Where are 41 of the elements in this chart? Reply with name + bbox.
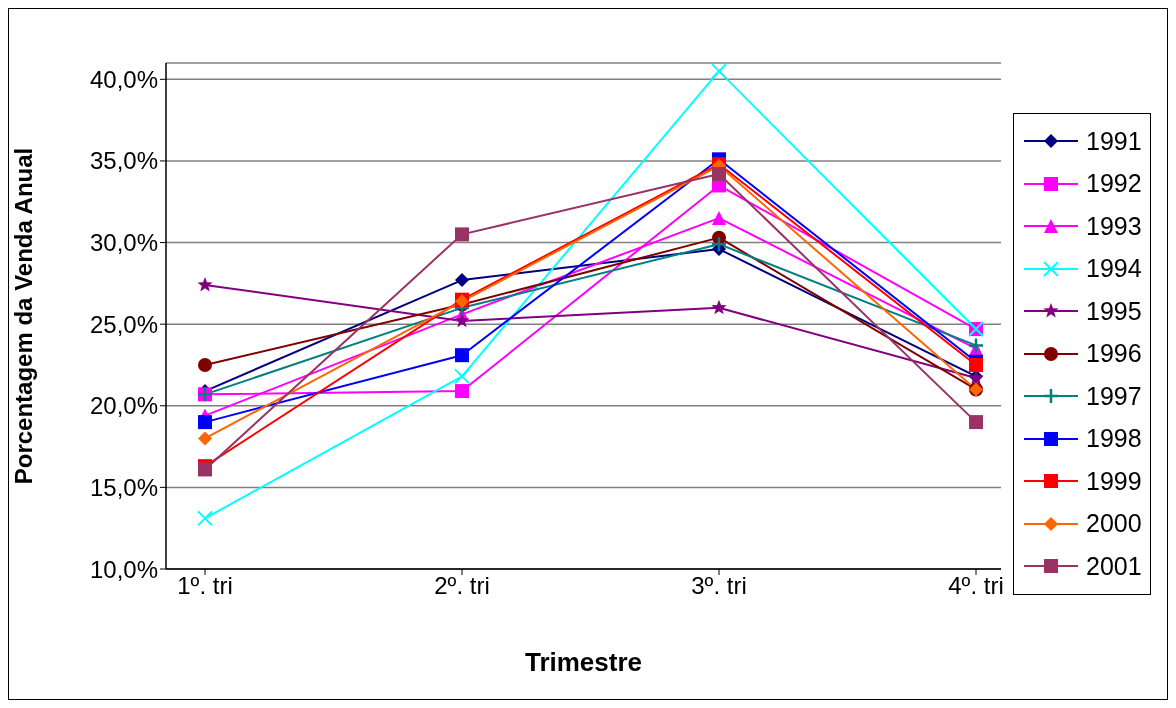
point <box>712 166 726 181</box>
x-tick-label: 2º. tri <box>434 572 490 600</box>
point <box>198 431 212 446</box>
point <box>455 384 469 399</box>
legend-label: 1991 <box>1086 126 1142 156</box>
point <box>969 415 983 430</box>
y-tick-label: 35,0% <box>89 147 158 175</box>
legend-label: 1994 <box>1086 254 1142 284</box>
legend-label: 2001 <box>1086 551 1142 581</box>
legend-label: 1997 <box>1086 381 1142 411</box>
point <box>198 415 212 430</box>
x-axis-title: Trimestre <box>524 647 643 677</box>
point <box>454 368 470 385</box>
y-tick-label: 40,0% <box>89 65 158 93</box>
point <box>455 348 469 363</box>
point <box>197 510 213 527</box>
x-tick-label: 1º. tri <box>177 572 233 600</box>
point <box>967 337 985 354</box>
point <box>711 299 727 315</box>
legend-label: 1995 <box>1086 296 1142 326</box>
y-tick-label: 10,0% <box>89 555 158 583</box>
point <box>711 63 727 80</box>
point <box>455 273 469 288</box>
legend-label: 2000 <box>1086 509 1142 539</box>
point <box>455 227 469 242</box>
x-tick-label: 3º. tri <box>691 572 747 600</box>
point <box>197 276 213 292</box>
y-tick-label: 15,0% <box>89 473 158 501</box>
y-tick-label: 25,0% <box>89 310 158 338</box>
y-tick-label: 20,0% <box>89 392 158 420</box>
point <box>712 211 726 226</box>
legend-label: 1993 <box>1086 211 1142 241</box>
point <box>198 357 212 372</box>
legend-label: 1999 <box>1086 466 1142 496</box>
y-tick-label: 30,0% <box>89 229 158 257</box>
x-tick-label: 4º. tri <box>948 572 1004 600</box>
legend-label: 1998 <box>1086 424 1142 454</box>
y-axis-title: Porcentagem da Venda Anual <box>9 147 37 485</box>
legend-label: 1996 <box>1086 339 1142 369</box>
legend-label: 1992 <box>1086 169 1142 199</box>
point <box>710 235 728 253</box>
